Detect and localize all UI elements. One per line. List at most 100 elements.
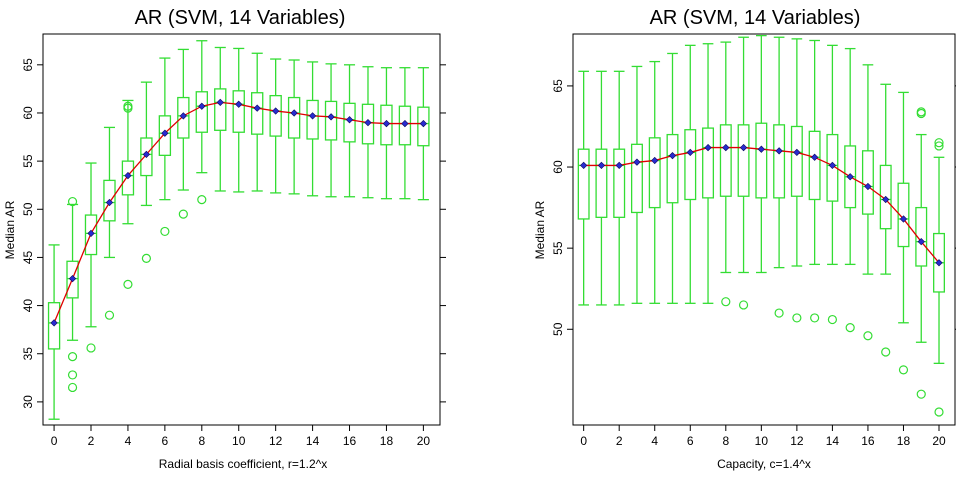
median-point <box>308 112 317 120</box>
box-plot-8 <box>719 41 732 274</box>
x-tick-label: 20 <box>417 434 431 448</box>
median-point <box>68 274 77 283</box>
outlier-point <box>863 331 873 341</box>
box-iqr <box>879 164 892 230</box>
box-iqr <box>915 206 928 267</box>
outlier-point <box>123 279 133 289</box>
median-point <box>382 119 391 128</box>
box-iqr <box>121 160 135 196</box>
box-iqr <box>343 102 356 143</box>
box-plot-2 <box>613 70 626 306</box>
outlier-point <box>178 209 188 219</box>
y-tick-label: 50 <box>21 202 35 216</box>
outlier-point <box>916 108 926 119</box>
box-iqr <box>630 143 643 214</box>
y-tick-label: 30 <box>21 395 35 409</box>
box-iqr <box>648 137 661 209</box>
outlier-point <box>67 196 78 207</box>
y-tick-label: 40 <box>21 299 35 313</box>
median-point <box>846 173 854 181</box>
y-tick-label: 60 <box>551 160 565 174</box>
box-plot-4 <box>648 60 661 304</box>
plot-marks <box>47 40 430 420</box>
chart-title: AR (SVM, 14 Variables) <box>650 7 861 29</box>
median-point <box>290 109 298 117</box>
x-tick-label: 0 <box>51 434 58 448</box>
median-point <box>739 143 748 152</box>
box-plot-19 <box>398 67 412 200</box>
box-iqr <box>380 104 393 146</box>
median-point <box>775 147 783 155</box>
median-point <box>651 156 659 165</box>
box-plot-13 <box>808 39 821 266</box>
median-point <box>899 215 908 223</box>
outlier-point <box>934 138 944 148</box>
box-plot-18 <box>897 91 910 324</box>
box-iqr <box>897 182 910 248</box>
box-plot-17 <box>361 66 375 199</box>
median-point <box>142 150 151 159</box>
box-plot-6 <box>684 44 697 304</box>
median-point <box>198 102 206 110</box>
x-tick-label: 10 <box>755 434 769 448</box>
y-axis-ticks: 50 55 60 65 <box>551 79 956 336</box>
box-plot-9 <box>214 46 227 192</box>
y-tick-label: 65 <box>551 79 565 93</box>
box-iqr <box>232 90 245 133</box>
x-tick-label: 20 <box>932 434 946 448</box>
outlier-point <box>67 352 78 362</box>
outlier-point <box>827 314 838 325</box>
outlier-point <box>738 300 749 310</box>
y-axis-ticks: 30 35 40 45 50 55 60 65 <box>21 58 446 409</box>
median-point <box>87 229 95 237</box>
outlier-point <box>881 347 891 357</box>
box-plot-10 <box>755 34 768 274</box>
box-iqr <box>214 88 227 131</box>
chart-title: AR (SVM, 14 Variables) <box>135 7 346 29</box>
box-iqr <box>177 96 190 139</box>
x-tick-label: 8 <box>722 434 729 448</box>
median-point <box>633 158 641 166</box>
x-tick-label: 6 <box>687 434 694 448</box>
box-iqr <box>47 302 61 350</box>
median-point <box>272 107 280 115</box>
box-iqr <box>826 133 839 202</box>
box-iqr <box>287 96 301 139</box>
box-iqr <box>684 129 697 201</box>
box-iqr <box>251 92 264 135</box>
x-tick-label: 4 <box>651 434 658 448</box>
box-plot-17 <box>879 83 892 275</box>
median-point <box>686 148 694 157</box>
x-axis-ticks: 0 2 4 6 8 10 12 14 16 18 20 <box>580 425 946 448</box>
box-plot-2 <box>84 162 98 328</box>
box-plot-20 <box>933 156 945 364</box>
box-iqr <box>417 106 430 147</box>
outlier-point <box>934 141 944 151</box>
box-plot-7 <box>177 48 190 191</box>
box-plot-11 <box>251 52 264 192</box>
box-iqr <box>790 125 803 197</box>
y-tick-label: 55 <box>551 241 565 255</box>
median-point <box>216 98 224 107</box>
outlier-point <box>810 313 820 323</box>
outlier-point <box>123 103 133 113</box>
median-point <box>345 116 354 124</box>
outlier-point <box>934 407 944 417</box>
median-point <box>580 161 588 170</box>
box-plot-18 <box>380 67 393 200</box>
box-plot-7 <box>702 43 715 304</box>
box-plot-3 <box>103 126 116 259</box>
box-plot-5 <box>140 81 153 207</box>
y-tick-label: 55 <box>21 154 35 168</box>
box-iqr <box>577 148 590 220</box>
median-point <box>615 161 623 170</box>
box-iqr <box>398 105 412 146</box>
x-tick-label: 10 <box>232 434 246 448</box>
x-tick-label: 8 <box>198 434 205 448</box>
outlier-point <box>141 253 152 263</box>
y-tick-label: 50 <box>551 322 565 336</box>
y-tick-label: 65 <box>21 58 35 72</box>
box-iqr <box>737 124 750 197</box>
median-point <box>668 152 677 160</box>
box-iqr <box>861 150 874 215</box>
